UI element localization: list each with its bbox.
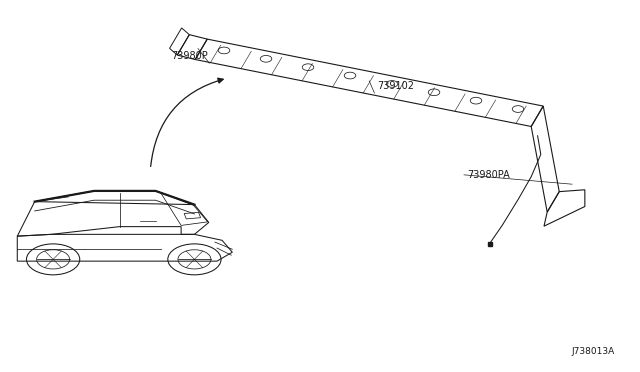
Text: 73980P: 73980P xyxy=(172,51,208,61)
Text: 739102: 739102 xyxy=(378,81,415,91)
Text: 73980PA: 73980PA xyxy=(467,170,510,180)
Text: J738013A: J738013A xyxy=(571,347,614,356)
